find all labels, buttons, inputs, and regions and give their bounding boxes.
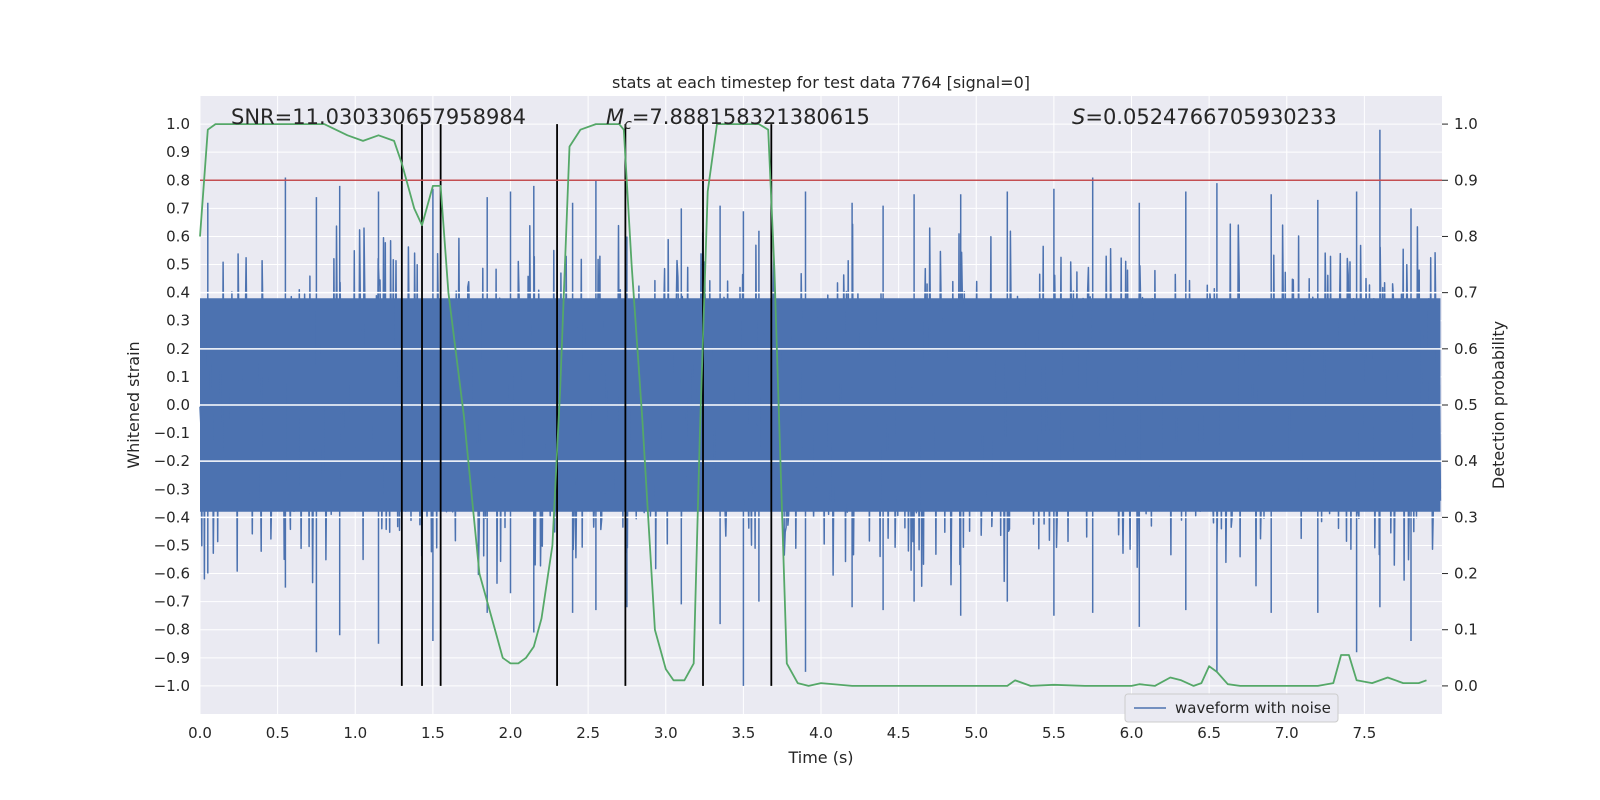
- y-tick-label: 0.0: [166, 396, 190, 414]
- y-tick-label: −0.1: [154, 424, 190, 442]
- x-tick-label: 7.0: [1275, 724, 1299, 742]
- x-tick-label: 0.5: [266, 724, 290, 742]
- x-tick-label: 0.0: [188, 724, 212, 742]
- x-tick-label: 4.0: [809, 724, 833, 742]
- x-tick-label: 3.0: [654, 724, 678, 742]
- mc-symbol: M: [606, 105, 624, 129]
- legend-box: [1124, 693, 1339, 723]
- probability-line: [199, 123, 1427, 687]
- y-tick-label: 1.0: [166, 115, 190, 133]
- y-tick-label: 0.5: [166, 256, 190, 274]
- chirp-mass-annotation: Mc=7.888158321380615: [606, 105, 870, 133]
- y2-tick-label: 0.3: [1454, 508, 1478, 526]
- y-tick-label: −0.9: [154, 649, 190, 667]
- x-tick-label: 6.5: [1197, 724, 1221, 742]
- y-tick-label: 0.8: [166, 171, 190, 189]
- mc-subscript: c: [624, 117, 632, 133]
- y-tick-label: −0.2: [154, 452, 190, 470]
- y-tick-label: 0.6: [166, 227, 190, 245]
- s-value: =0.0524766705930233: [1085, 105, 1336, 129]
- x-tick-label: 1.5: [421, 724, 445, 742]
- y-axis-label-right: Detection probability: [1489, 321, 1508, 489]
- x-tick-label: 5.0: [964, 724, 988, 742]
- y2-tick-label: 0.9: [1454, 171, 1478, 189]
- s-annotation: S=0.0524766705930233: [1072, 105, 1337, 129]
- y2-tick-label: 1.0: [1454, 115, 1478, 133]
- grid-right: [200, 291, 1442, 519]
- y-tick-label: −1.0: [154, 677, 190, 695]
- y-tick-label: −0.6: [154, 565, 190, 583]
- y-tick-label: 0.4: [166, 284, 190, 302]
- s-symbol: S: [1072, 105, 1085, 129]
- probability-series: [199, 123, 1427, 687]
- x-tick-label: 7.5: [1352, 724, 1376, 742]
- y-ticks-right: 1.0 0.9 0.8 0.7 0.6 0.5 0.4 0.3 0.2 0.1 0.0: [1442, 115, 1478, 695]
- y-tick-label: 0.7: [166, 199, 190, 217]
- y-tick-label: 0.3: [166, 312, 190, 330]
- y2-tick-label: 0.4: [1454, 452, 1478, 470]
- y-ticks: 1.0 0.9 0.8 0.7 0.6 0.5 0.4 0.3 0.2 0.1 0.0 −0.1 −0.…: [154, 115, 190, 695]
- x-tick-label: 1.0: [343, 724, 367, 742]
- x-tick-label: 5.5: [1042, 724, 1066, 742]
- mc-value: =7.888158321380615: [632, 105, 870, 129]
- chart-title: stats at each timestep for test data 776…: [612, 73, 1030, 92]
- legend: waveform with noise: [1124, 693, 1339, 723]
- y2-tick-label: 0.7: [1454, 284, 1478, 302]
- y-tick-label: 0.2: [166, 340, 190, 358]
- x-ticks: 0.0 0.5 1.0 1.5 2.0 2.5 3.0 3.5 4.0 4.5 5.0 5.5 6.0 6…: [188, 724, 1376, 742]
- y2-tick-label: 0.1: [1454, 621, 1478, 639]
- y2-tick-label: 0.5: [1454, 396, 1478, 414]
- y-tick-label: 0.1: [166, 368, 190, 386]
- y-axis-label: Whitened strain: [124, 341, 143, 468]
- y2-tick-label: 0.8: [1454, 227, 1478, 245]
- y-tick-label: −0.7: [154, 593, 190, 611]
- x-tick-label: 2.0: [499, 724, 523, 742]
- y-tick-label: −0.8: [154, 621, 190, 639]
- y2-tick-label: 0.0: [1454, 677, 1478, 695]
- legend-label: waveform with noise: [1175, 699, 1331, 717]
- y-tick-label: −0.3: [154, 480, 190, 498]
- x-tick-label: 4.5: [887, 724, 911, 742]
- x-axis-label: Time (s): [787, 748, 853, 767]
- y-tick-label: 0.9: [166, 143, 190, 161]
- y2-tick-label: 0.6: [1454, 340, 1478, 358]
- y-tick-label: −0.5: [154, 536, 190, 554]
- x-tick-label: 6.0: [1120, 724, 1144, 742]
- x-tick-label: 3.5: [731, 724, 755, 742]
- snr-annotation: SNR=11.030330657958984: [231, 105, 526, 129]
- vertical-markers: [400, 124, 773, 686]
- y2-tick-label: 0.2: [1454, 565, 1478, 583]
- y-tick-label: −0.4: [154, 508, 190, 526]
- x-tick-label: 2.5: [576, 724, 600, 742]
